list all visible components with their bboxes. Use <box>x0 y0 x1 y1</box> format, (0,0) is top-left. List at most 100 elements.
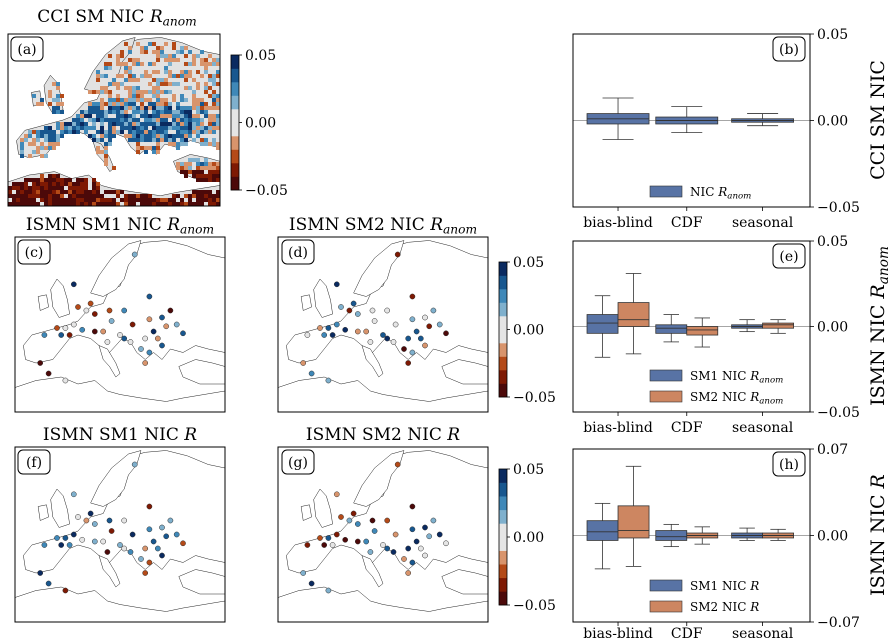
y-tick-label: −0.05 <box>817 200 860 216</box>
map-a-grid-cell <box>12 186 16 190</box>
legend-swatch <box>649 185 683 198</box>
map-g-station-marker <box>409 559 416 566</box>
map-a-grid-cell <box>36 146 40 150</box>
map-a-grid-cell <box>44 138 48 142</box>
map-a-grid-cell <box>140 198 144 202</box>
map-a-grid-cell <box>196 106 200 110</box>
map-f-station-marker <box>154 545 161 552</box>
map-a-grid-cell <box>208 198 212 202</box>
map-a-grid-cell <box>132 62 136 66</box>
map-a-grid-cell <box>96 74 100 78</box>
map-a-grid-cell <box>72 202 76 206</box>
map-g-station-marker <box>346 517 353 524</box>
map-a-grid-cell <box>184 114 188 118</box>
map-c-station-marker <box>129 321 136 328</box>
map-c-station-marker <box>159 314 165 321</box>
map-a-grid-cell <box>128 94 132 98</box>
map-a-grid-cell <box>200 166 204 170</box>
map-a-grid-cell <box>188 166 192 170</box>
map-a-grid-cell <box>48 102 52 106</box>
map-a-grid-cell <box>200 102 204 106</box>
map-a-grid-cell <box>60 126 64 130</box>
map-a-grid-cell <box>120 54 124 58</box>
map-a-grid-cell <box>208 166 212 170</box>
map-a-grid-cell <box>72 130 76 134</box>
map-d-station-marker <box>422 342 428 349</box>
map-a-grid-cell <box>192 174 196 178</box>
map-a-grid-cell <box>112 122 116 126</box>
map-a-grid-cell <box>208 94 212 98</box>
map-a-grid-cell <box>200 138 204 142</box>
map-d-tag-box <box>281 239 315 265</box>
map-a-grid-cell <box>188 162 192 166</box>
map-a-grid-cell <box>196 134 200 138</box>
map-a-grid-cell <box>216 102 220 106</box>
map-a-grid-cell <box>208 54 212 58</box>
map-a-grid-cell <box>164 134 168 138</box>
map-a-grid-cell <box>112 118 116 122</box>
map-a-grid-cell <box>204 190 208 194</box>
map-c-station-marker <box>150 328 157 335</box>
map-c-station-marker <box>62 377 69 384</box>
map-a-grid-cell <box>76 126 80 130</box>
map-a-grid-cell <box>88 202 92 206</box>
map-a-grid-cell <box>84 198 88 202</box>
map-a-grid-cell <box>112 126 116 130</box>
map-a-grid-cell <box>96 110 100 114</box>
map-a-tag-box <box>10 36 44 62</box>
map-g-tag-label: (g) <box>288 455 308 471</box>
map-a-grid-cell <box>180 162 184 166</box>
map-a-grid-cell <box>116 54 120 58</box>
map-c-station-marker <box>180 330 186 337</box>
map-a-grid-cell <box>120 62 124 66</box>
map-a-grid-cell <box>160 126 164 130</box>
map-a-grid-cell <box>8 202 12 206</box>
map-a-grid-cell <box>200 118 204 122</box>
map-f-station-marker <box>117 542 123 548</box>
map-a-grid-cell <box>128 138 132 142</box>
map-a-grid-cell <box>172 122 176 126</box>
map-c-station-marker <box>75 304 81 310</box>
map-a-grid-cell <box>32 138 36 142</box>
map-a-grid-cell <box>12 198 16 202</box>
map-a-grid-cell <box>64 130 68 134</box>
map-a-grid-cell <box>56 86 60 90</box>
box-bias-blind-1 <box>586 295 619 358</box>
map-a-grid-cell <box>116 102 120 106</box>
map-d-station-marker <box>390 339 397 345</box>
map-a-grid-cell <box>108 202 112 206</box>
map-a-grid-cell <box>68 198 72 202</box>
map-a-grid-cell <box>32 130 36 134</box>
map-a-grid-cell <box>180 110 184 114</box>
map-a-grid-cell <box>24 138 28 142</box>
map-a-grid-cell <box>144 138 148 142</box>
map-a-grid-cell <box>176 110 180 114</box>
map-a-grid-cell <box>196 110 200 114</box>
map-a-grid-cell <box>116 194 120 198</box>
map-a-grid-cell <box>184 138 188 142</box>
map-a-grid-cell <box>188 170 192 174</box>
map-a-grid-cell <box>64 198 68 202</box>
map-a-grid-cell <box>128 198 132 202</box>
map-a-grid-cell <box>100 114 104 118</box>
map-a-grid-cell <box>104 86 108 90</box>
map-g-station-marker <box>380 542 386 548</box>
map-c-station-marker <box>106 307 113 314</box>
map-a-grid-cell <box>204 162 208 166</box>
map-a-grid-cell <box>204 58 208 62</box>
map-a-grid-cell <box>156 90 160 94</box>
map-a-grid-cell <box>188 118 192 122</box>
map-a-grid-cell <box>20 138 24 142</box>
map-g-station-marker <box>384 517 391 524</box>
map-a-grid-cell <box>36 186 40 190</box>
map-a-grid-cell <box>188 106 192 110</box>
map-a-grid-cell <box>112 110 116 114</box>
map-a-grid-cell <box>136 106 140 110</box>
map-f-station-marker <box>159 524 165 531</box>
map-a-grid-cell <box>48 130 52 134</box>
map-d-station-marker <box>392 321 399 328</box>
map-a-grid-cell <box>212 58 216 62</box>
map-a-grid-cell <box>136 110 140 114</box>
map-a-grid-cell <box>188 126 192 130</box>
map-a-grid-cell <box>28 134 32 138</box>
